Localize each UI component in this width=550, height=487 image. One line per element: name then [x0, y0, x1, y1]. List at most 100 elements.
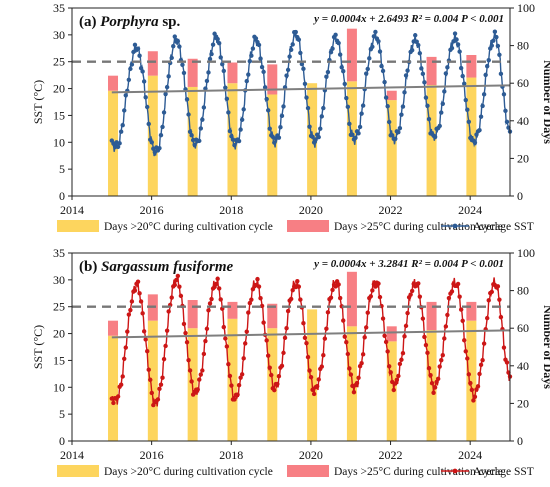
- panel-label: (b): [79, 259, 97, 275]
- sst-marker: [125, 329, 130, 334]
- legend: Days >20°C during cultivation cycle Days …: [57, 220, 534, 233]
- sst-marker: [377, 49, 383, 54]
- sst-marker: [443, 71, 449, 76]
- sst-marker: [452, 31, 458, 36]
- sst-marker: [224, 344, 230, 349]
- sst-marker: [370, 44, 375, 49]
- bar-days-over-25: [466, 301, 477, 321]
- sst-marker: [169, 55, 174, 61]
- sst-marker: [172, 34, 177, 39]
- sst-marker: [322, 336, 328, 341]
- sst-marker: [319, 364, 324, 369]
- x-tick-label: 2014: [60, 203, 84, 217]
- sst-marker: [402, 90, 407, 95]
- sst-marker: [200, 117, 205, 122]
- sst-marker: [462, 81, 467, 86]
- sst-marker: [302, 81, 308, 87]
- sst-marker: [238, 127, 243, 132]
- sst-marker: [128, 307, 133, 313]
- sst-marker: [497, 297, 502, 302]
- x-tick-label: 2014: [60, 448, 84, 462]
- bar-days-over-25: [386, 326, 397, 342]
- sst-marker: [383, 95, 389, 100]
- sst-marker: [405, 68, 410, 73]
- sst-marker: [347, 121, 352, 127]
- sst-marker: [486, 298, 491, 303]
- bar-days-over-20: [267, 94, 278, 196]
- sst-marker: [337, 295, 343, 301]
- sst-marker: [373, 29, 378, 35]
- bar-days-over-20: [426, 330, 437, 441]
- sst-marker: [396, 373, 401, 379]
- sst-marker: [115, 144, 121, 150]
- panel-b: 0 5 10 15 20 25 30 35 0 20 40 60 80 100 2014 2016 2018 20…: [31, 246, 550, 478]
- species-name: Sargassum fusiforme: [101, 259, 233, 275]
- sst-marker: [307, 368, 312, 373]
- sst-marker: [140, 311, 145, 316]
- sst-marker: [432, 134, 438, 140]
- sst-marker: [336, 40, 341, 46]
- sst-marker: [118, 129, 124, 134]
- sst-marker: [145, 104, 150, 110]
- sst-marker: [324, 326, 329, 331]
- sst-marker: [380, 68, 386, 74]
- sst-marker: [486, 57, 491, 63]
- sst-marker: [276, 373, 282, 379]
- sst-marker: [458, 65, 464, 71]
- sst-marker: [137, 53, 142, 58]
- sst-marker: [423, 342, 429, 348]
- sst-marker: [422, 80, 427, 85]
- sst-marker: [489, 289, 495, 295]
- sst-marker: [403, 323, 409, 329]
- sst-marker: [465, 107, 470, 112]
- sst-marker: [284, 326, 289, 331]
- panel-title: (a) Porphyra sp.: [79, 14, 181, 30]
- sst-marker: [195, 387, 200, 392]
- sst-marker: [328, 50, 334, 55]
- sst-marker: [135, 279, 141, 284]
- sst-marker: [200, 368, 205, 373]
- bar-days-over-20: [108, 335, 119, 441]
- x-tick-label: 2018: [219, 203, 243, 217]
- sst-marker: [186, 357, 191, 363]
- sst-marker: [460, 73, 465, 79]
- sst-marker: [146, 121, 151, 127]
- sst-marker: [216, 286, 222, 291]
- x-tick-label: 2020: [299, 203, 323, 217]
- sst-marker: [265, 353, 271, 358]
- sst-marker: [249, 297, 254, 302]
- sst-marker: [472, 140, 478, 145]
- sst-marker: [138, 299, 144, 304]
- sst-marker: [383, 339, 389, 345]
- sst-marker: [207, 301, 213, 306]
- sst-marker: [226, 361, 231, 367]
- regression-equation: y = 0.0004x + 2.6493 R² = 0.004 P < 0.00…: [312, 13, 504, 25]
- sst-marker: [247, 58, 253, 64]
- sst-marker: [244, 78, 249, 84]
- bar-days-over-20: [386, 100, 397, 196]
- sst-marker: [129, 62, 135, 67]
- sst-marker: [146, 367, 151, 372]
- sst-marker: [172, 282, 177, 288]
- sst-marker: [356, 375, 361, 380]
- sst-marker: [158, 132, 164, 138]
- regression-equation: y = 0.0004x + 3.2841 R² = 0.004 P < 0.00…: [312, 258, 504, 270]
- sst-marker: [339, 65, 344, 70]
- sst-marker: [420, 316, 426, 321]
- sst-marker: [261, 320, 266, 325]
- sst-marker: [131, 49, 136, 55]
- sst-marker: [137, 291, 142, 296]
- sst-marker: [161, 356, 167, 362]
- sst-marker: [203, 338, 208, 344]
- sst-marker: [391, 387, 396, 393]
- sst-marker: [141, 329, 147, 334]
- y-right-tick-label: 80: [517, 284, 529, 298]
- bar-days-over-25: [147, 51, 158, 76]
- sst-marker: [316, 134, 321, 140]
- sst-marker: [229, 383, 234, 388]
- species-name: Porphyra: [100, 14, 159, 30]
- sst-marker: [258, 56, 263, 61]
- sst-marker: [376, 39, 381, 44]
- sst-marker: [232, 142, 237, 148]
